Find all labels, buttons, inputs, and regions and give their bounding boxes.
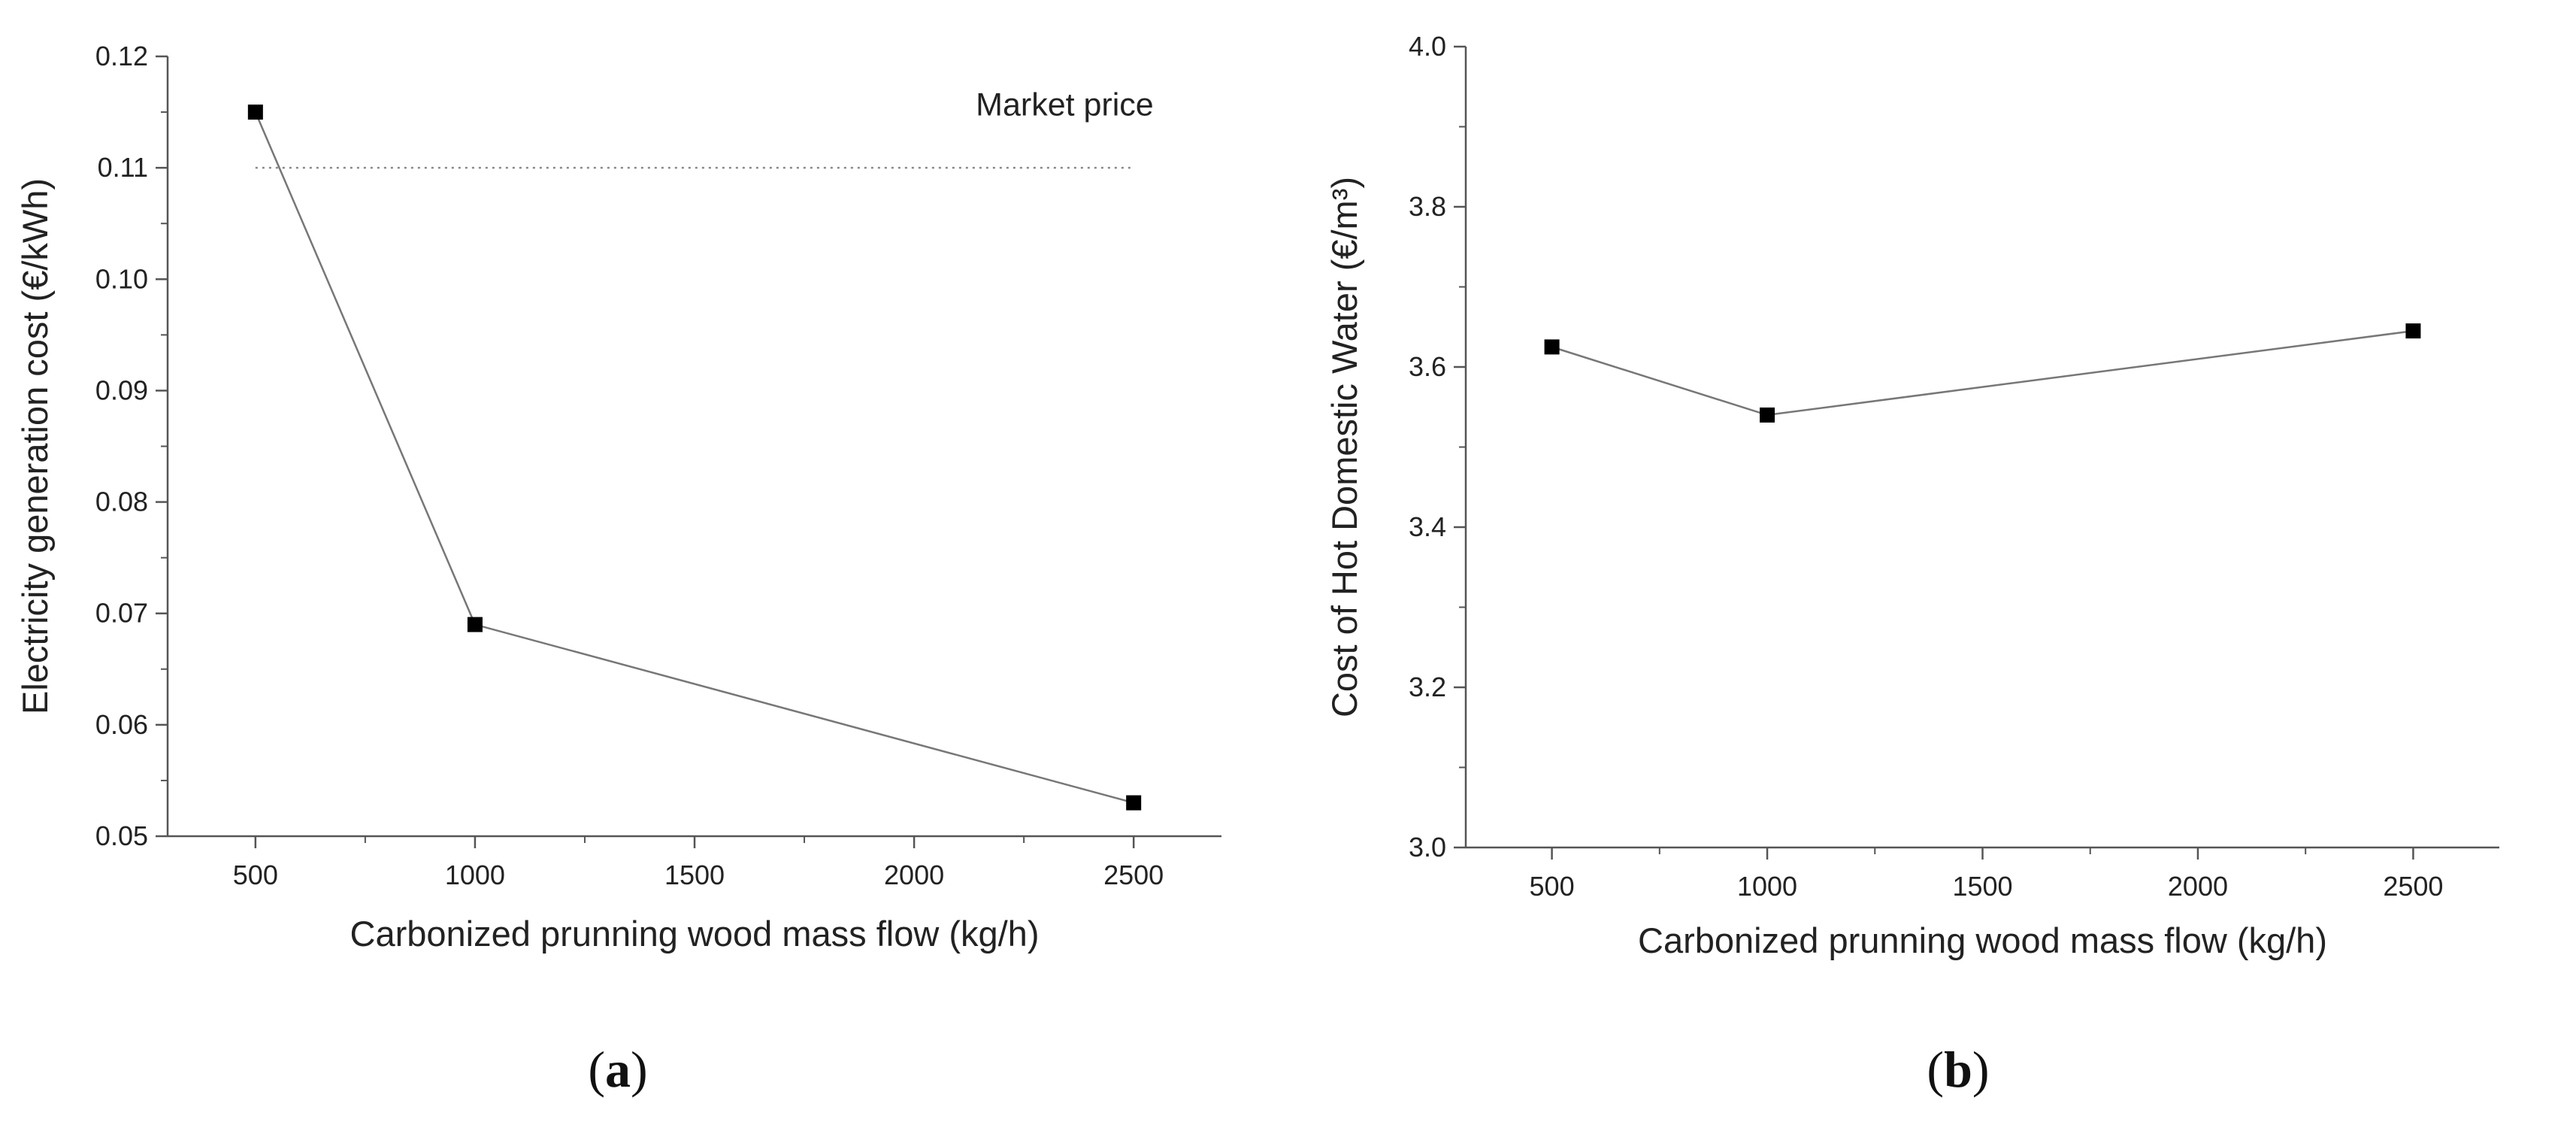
series-line	[254, 111, 1134, 804]
y-tick-label: 3.0	[1409, 832, 1446, 863]
y-tick-label: 3.8	[1409, 191, 1446, 222]
y-tick-label: 3.6	[1409, 351, 1446, 382]
y-tick-label: 0.11	[98, 152, 148, 183]
x-tick-label: 2500	[2383, 871, 2443, 902]
x-tick-label: 500	[233, 860, 278, 890]
y-tick-label: 0.10	[95, 263, 148, 294]
y-tick-label: 4.0	[1409, 31, 1446, 62]
y-tick-label: 3.4	[1409, 511, 1446, 542]
data-point	[1544, 339, 1560, 355]
x-tick-label: 500	[1530, 871, 1575, 902]
chart-panel-b: 3.0 3.2 3.4 3.6 3.8 4.0 500 1000 1500 2000 2500 Car…	[1324, 31, 2499, 1098]
data-point	[1126, 795, 1142, 811]
y-tick-label: 0.07	[95, 598, 148, 629]
x-axis-title: Carbonized prunning wood mass flow (kg/h…	[350, 914, 1040, 954]
x-tick-label: 1500	[1952, 871, 2012, 902]
data-point	[247, 105, 263, 120]
y-tick-label: 0.05	[95, 820, 148, 851]
panel-caption-letter: a	[605, 1041, 631, 1098]
series-line	[1551, 329, 2414, 417]
x-axis-title: Carbonized prunning wood mass flow (kg/h…	[1638, 920, 2327, 960]
x-tick-label: 2500	[1103, 860, 1164, 890]
x-tick-label: 1000	[445, 860, 505, 890]
y-axis-title: Electricity generation cost (€/kWh)	[15, 178, 55, 714]
x-tick-label: 1000	[1737, 871, 1797, 902]
y-tick-label: 0.09	[95, 374, 148, 405]
chart-panel-a: 0.05 0.06 0.07 0.08 0.09 0.10 0.11 0.12 500 1000 1…	[15, 41, 1221, 1098]
data-point	[467, 617, 483, 632]
y-axis-title: Cost of Hot Domestic Water (€/m³)	[1324, 177, 1364, 717]
data-point	[1760, 407, 1775, 423]
panel-caption: (a)	[588, 1041, 647, 1098]
x-tick-label: 1500	[664, 860, 725, 890]
y-tick-label: 0.06	[95, 709, 148, 740]
panel-caption: (b)	[1927, 1041, 1989, 1098]
panel-caption-letter: b	[1944, 1041, 1972, 1098]
x-tick-label: 2000	[2168, 871, 2228, 902]
y-tick-label: 3.2	[1409, 672, 1446, 702]
data-point	[2405, 323, 2421, 339]
x-tick-label: 2000	[884, 860, 944, 890]
y-tick-label: 0.12	[95, 41, 148, 71]
market-price-label: Market price	[976, 87, 1154, 123]
y-tick-label: 0.08	[95, 487, 148, 517]
